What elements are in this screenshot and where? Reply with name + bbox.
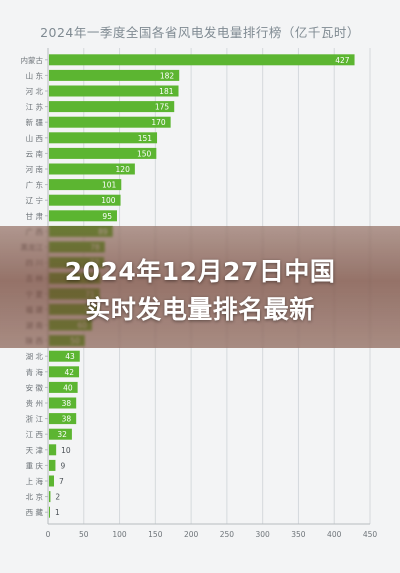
value-label-20: 43 (65, 352, 75, 361)
category-label: 河 南 (26, 164, 44, 174)
category-label: 云 南 (26, 148, 44, 158)
category-label: 河 北 (26, 87, 44, 96)
category-label: 北 京 (26, 492, 44, 502)
x-tick-label-200: 200 (184, 530, 199, 539)
value-label-3: 181 (159, 87, 174, 96)
category-label: 新 疆 (26, 117, 44, 127)
category-label: 浙 江 (26, 414, 44, 424)
value-label-23: 38 (62, 399, 72, 408)
category-label: 山 东 (26, 70, 44, 80)
bar-21 (49, 366, 80, 378)
x-tick-label-400: 400 (327, 530, 342, 539)
headline-line-2: 实时发电量排名最新 (85, 295, 315, 324)
bar-23 (49, 397, 77, 409)
bar-5 (49, 116, 171, 128)
value-label-22: 40 (63, 383, 73, 392)
bar-27 (49, 459, 56, 471)
value-label-30: 1 (55, 508, 60, 517)
bar-8 (49, 163, 135, 175)
category-label: 西 藏 (26, 507, 44, 517)
category-label: 上 海 (26, 476, 44, 486)
category-label: 安 徽 (26, 382, 44, 392)
bar-7 (49, 147, 157, 159)
value-label-27: 9 (60, 461, 65, 470)
x-tick-label-450: 450 (363, 530, 378, 539)
x-tick-label-150: 150 (148, 530, 163, 539)
bar-26 (49, 444, 57, 456)
category-label: 甘 肃 (26, 211, 44, 221)
bar-2 (49, 69, 180, 81)
x-tick-label-0: 0 (46, 530, 51, 539)
value-label-29: 2 (55, 493, 60, 502)
bar-28 (49, 475, 55, 487)
category-label: 辽 宁 (26, 195, 43, 205)
value-label-7: 150 (137, 149, 152, 158)
bar-6 (49, 132, 158, 144)
value-label-9: 101 (102, 181, 117, 190)
bar-10 (49, 194, 121, 206)
category-label: 广 东 (26, 180, 44, 190)
value-label-4: 175 (155, 103, 170, 112)
value-label-2: 182 (160, 71, 175, 80)
value-label-10: 100 (101, 196, 116, 205)
value-label-28: 7 (59, 477, 64, 486)
x-tick-label-350: 350 (291, 530, 306, 539)
bar-3 (49, 85, 179, 97)
category-label: 湖 北 (26, 352, 44, 361)
bar-30 (49, 506, 50, 518)
category-label: 天 津 (26, 446, 44, 455)
value-label-26: 10 (61, 446, 71, 455)
chart-title: 2024年一季度全国各省风电发电量排行榜（亿千瓦时） (40, 25, 360, 40)
x-tick-label-250: 250 (220, 530, 235, 539)
value-label-6: 151 (138, 134, 153, 143)
bar-20 (49, 350, 80, 362)
bar-11 (49, 210, 117, 222)
value-label-1: 427 (335, 56, 350, 65)
category-label: 江 西 (26, 430, 44, 439)
x-tick-label-50: 50 (79, 530, 89, 539)
bar-25 (49, 428, 72, 440)
value-label-11: 95 (102, 212, 112, 221)
value-label-21: 42 (65, 368, 75, 377)
value-label-5: 170 (151, 118, 166, 127)
bar-24 (49, 413, 77, 425)
bar-29 (49, 491, 51, 503)
category-label: 青 海 (26, 367, 44, 377)
x-tick-label-100: 100 (112, 530, 127, 539)
headline-overlay-band (0, 226, 400, 348)
bar-9 (49, 179, 122, 191)
value-label-8: 120 (116, 165, 131, 174)
value-label-25: 32 (57, 430, 67, 439)
x-tick-label-300: 300 (256, 530, 271, 539)
category-label: 内蒙古 (21, 55, 44, 65)
category-label: 山 西 (26, 133, 44, 143)
bar-4 (49, 101, 175, 113)
bar-22 (49, 381, 78, 393)
category-label: 重 庆 (26, 460, 44, 470)
category-label: 江 苏 (26, 102, 44, 112)
value-label-24: 38 (62, 415, 72, 424)
category-label: 贵 州 (26, 398, 43, 408)
headline-line-1: 2024年12月27日中国 (64, 257, 336, 286)
bar-1 (49, 54, 355, 66)
